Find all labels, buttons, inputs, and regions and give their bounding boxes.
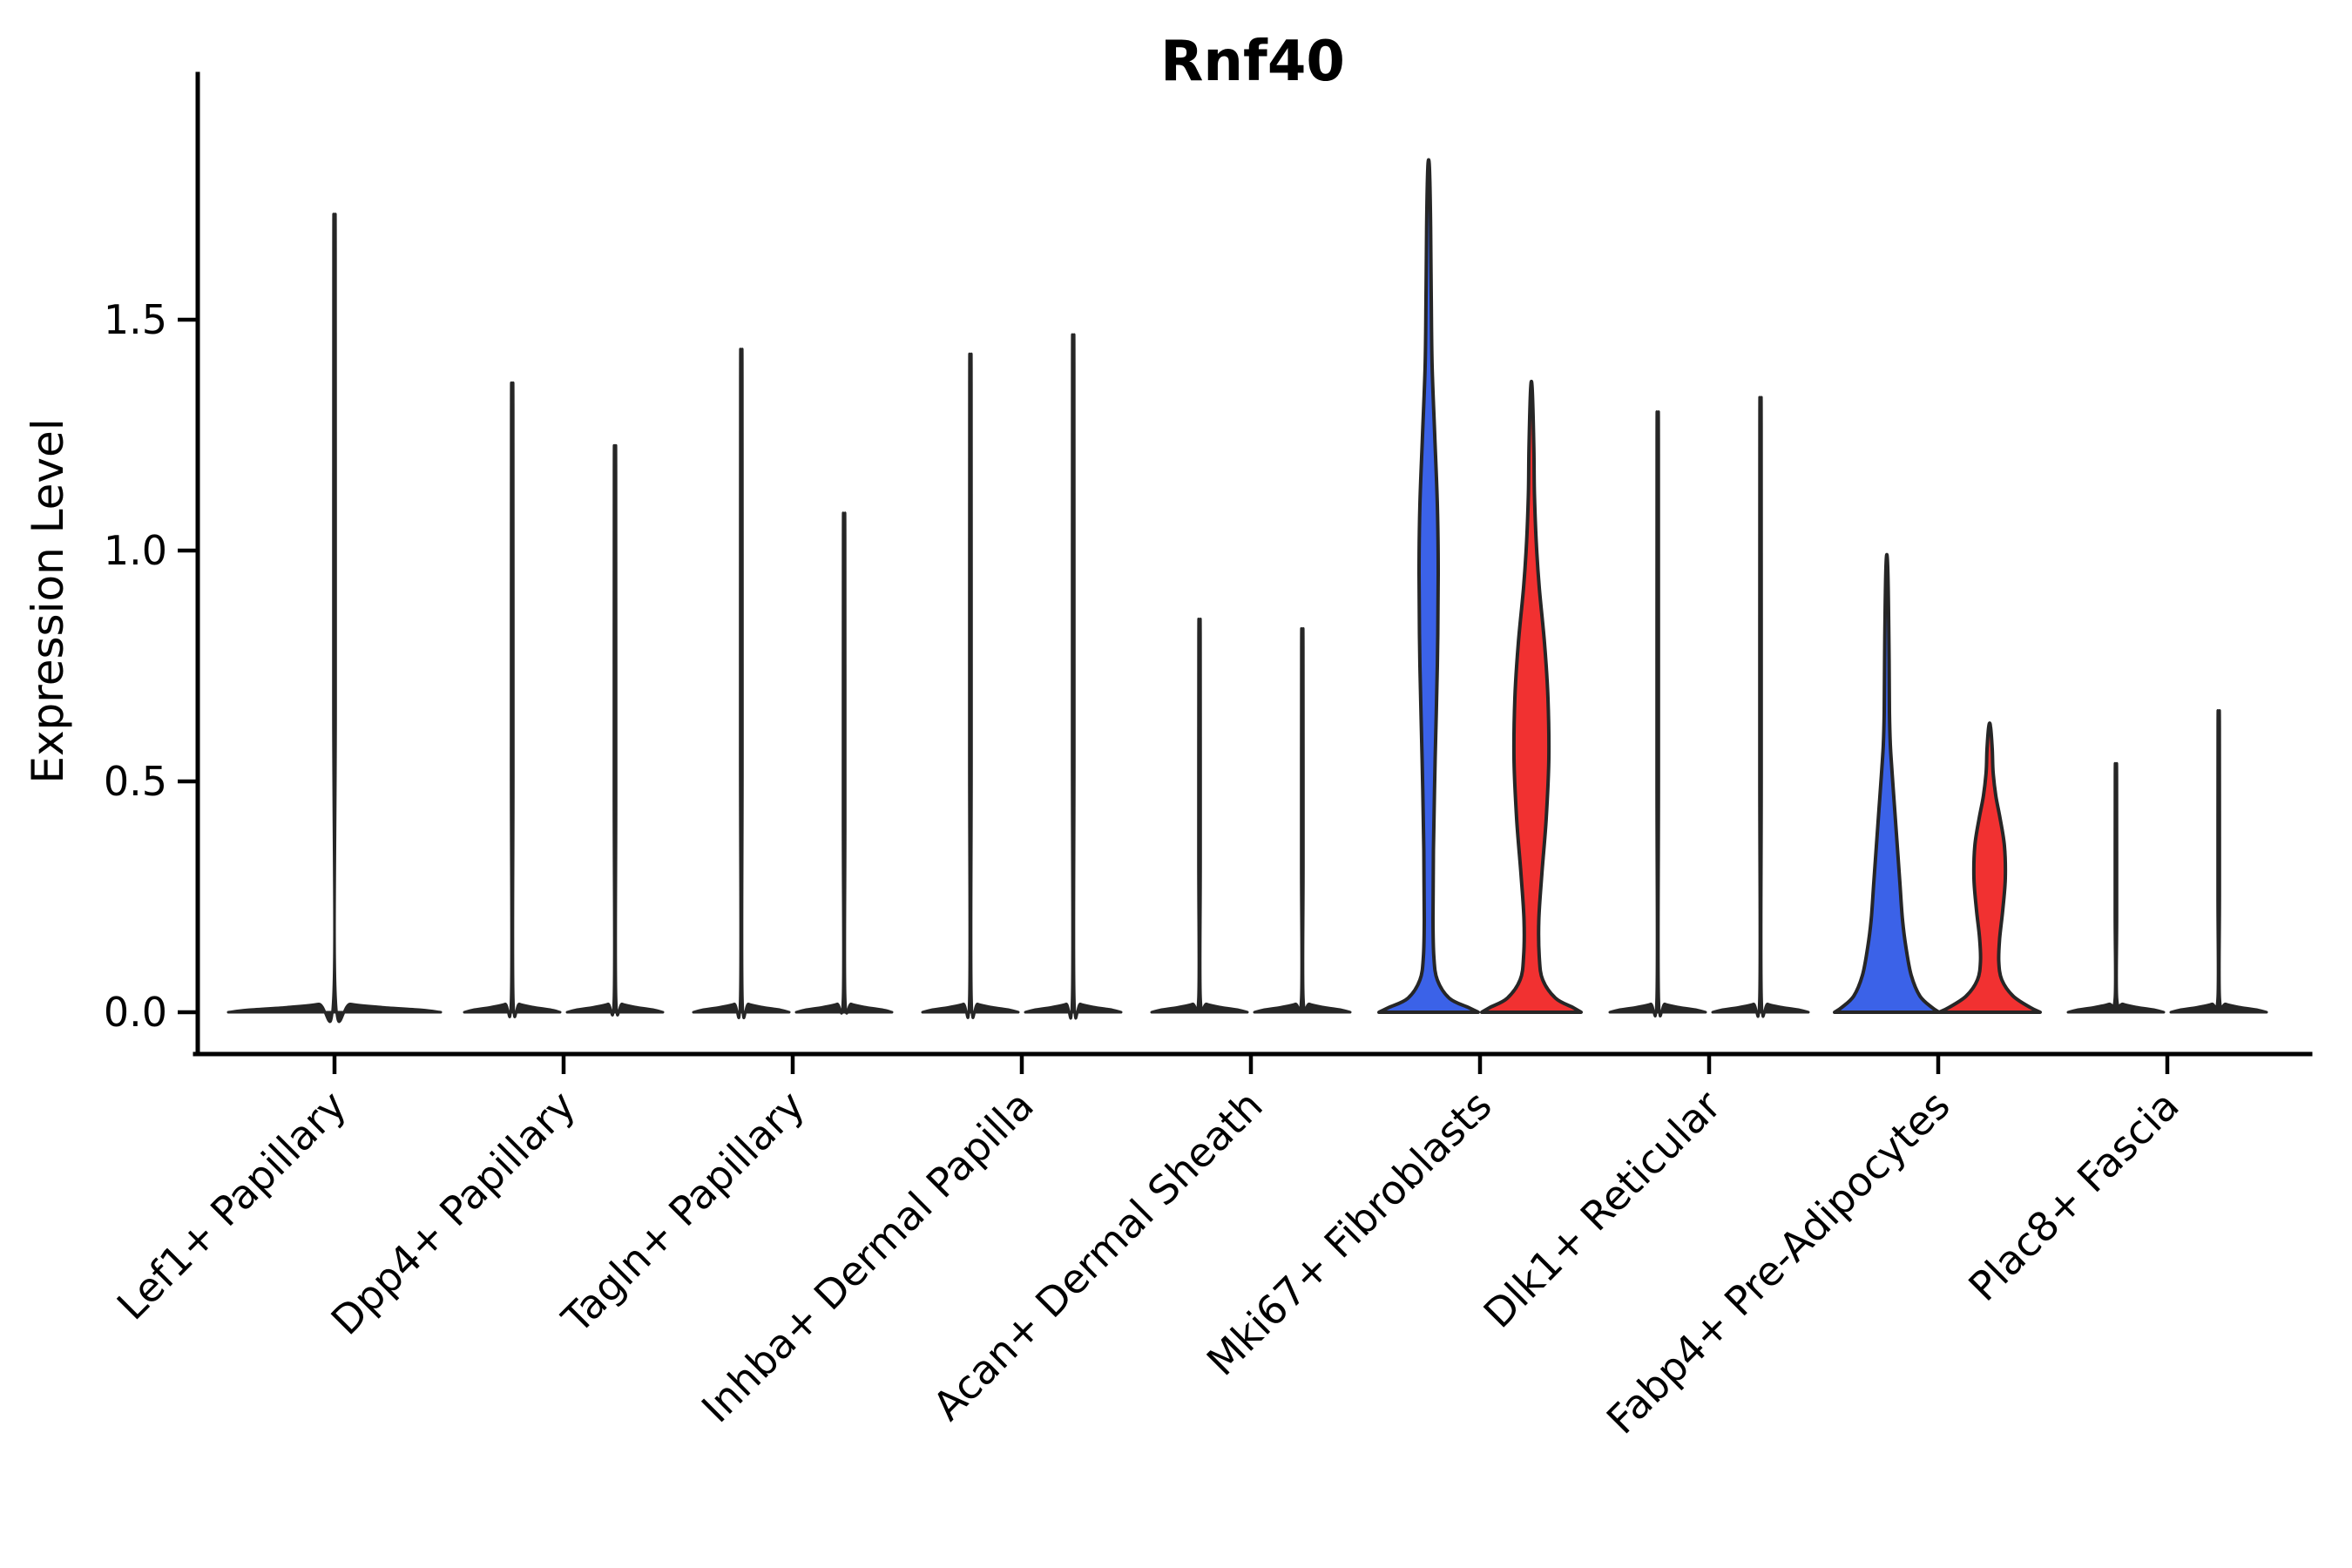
violin-Mki67+-left bbox=[1377, 158, 1480, 1014]
violin-Fabp4+-left bbox=[1833, 552, 1941, 1014]
violin-Tagln+-left bbox=[692, 348, 791, 1019]
y-tick-label: 0.5 bbox=[104, 758, 167, 805]
y-tick-label: 1.0 bbox=[104, 527, 167, 574]
x-tick-label: Dpp4+ Papillary bbox=[322, 1082, 585, 1344]
violin-Tagln+-right bbox=[794, 511, 894, 1015]
x-tick-label: Lef1+ Papillary bbox=[108, 1082, 355, 1329]
violin-Inhba+-left bbox=[921, 352, 1020, 1019]
violin-Dlk1+-left bbox=[1608, 410, 1707, 1017]
x-tick-label: Plac8+ Fascia bbox=[1959, 1082, 2187, 1310]
violins-layer bbox=[226, 158, 2268, 1024]
violin-Dpp4+-right bbox=[565, 443, 665, 1017]
violin-Plac8+-left bbox=[2066, 761, 2166, 1014]
violin-Dlk1+-right bbox=[1711, 395, 1810, 1018]
y-tick-label: 0.0 bbox=[104, 989, 167, 1036]
violin-Dpp4+-left bbox=[463, 382, 562, 1018]
violin-Lef1+-center bbox=[226, 213, 443, 1024]
chart-title: Rnf40 bbox=[1160, 30, 1345, 94]
x-tick-label: Tagln+ Papillary bbox=[552, 1082, 814, 1343]
violin-Fabp4+-right bbox=[1937, 721, 2042, 1014]
violin-Inhba+-right bbox=[1024, 333, 1123, 1020]
violin-Acan+-right bbox=[1253, 627, 1352, 1014]
y-axis-label: Expression Level bbox=[23, 418, 73, 783]
x-tick-label: Dlk1+ Reticular bbox=[1475, 1082, 1730, 1337]
y-tick-label: 1.5 bbox=[104, 296, 167, 343]
violin-Acan+-left bbox=[1150, 617, 1249, 1014]
violin-Mki67+-right bbox=[1480, 379, 1583, 1014]
violin-Plac8+-right bbox=[2169, 709, 2268, 1014]
